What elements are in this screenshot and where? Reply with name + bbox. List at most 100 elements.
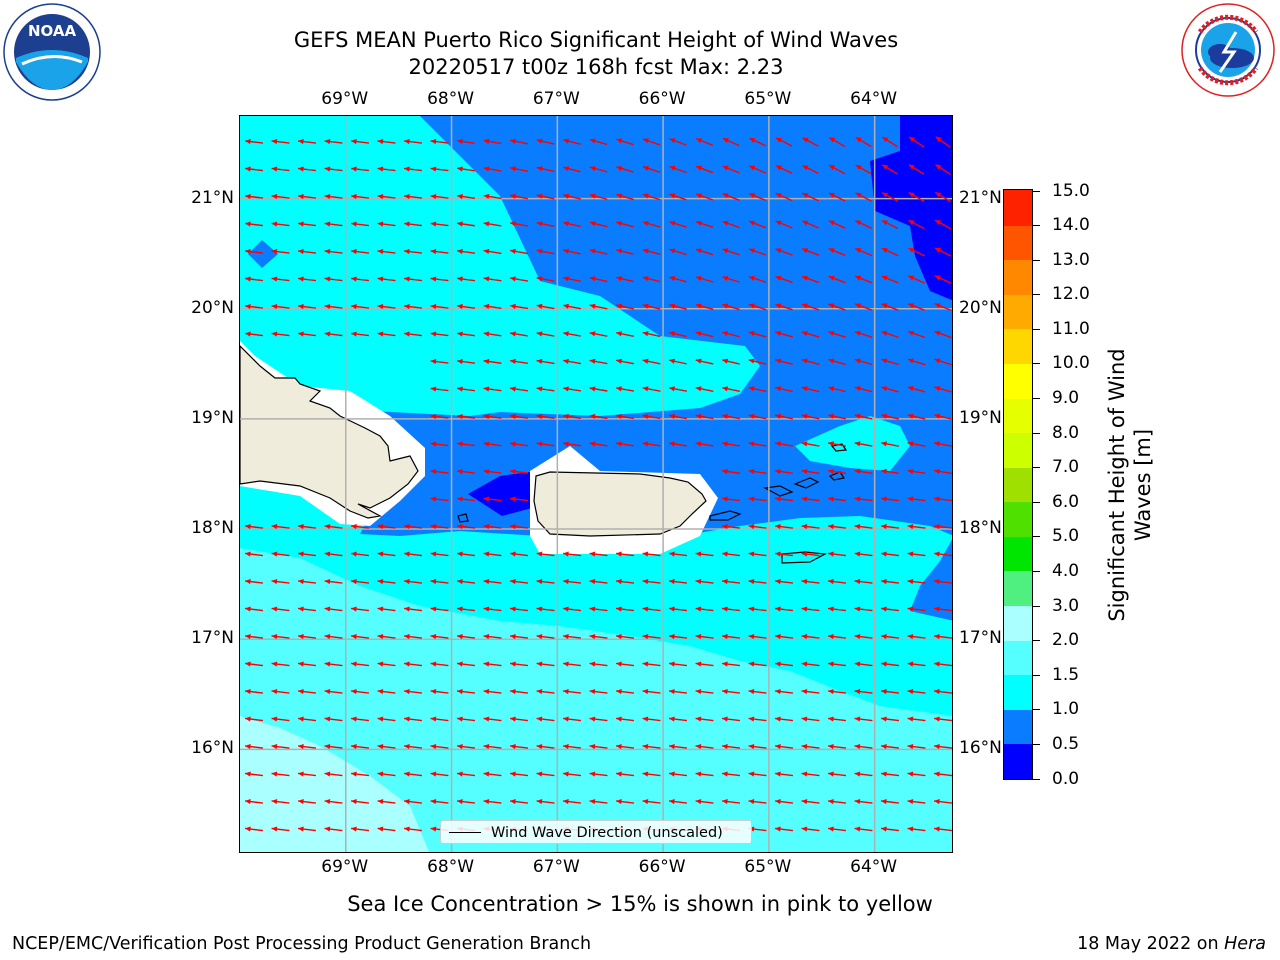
colorbar-tick xyxy=(1033,570,1040,572)
wind-arrow xyxy=(324,221,343,227)
colorbar-segment xyxy=(1004,328,1032,364)
colorbar-tick-label: 1.5 xyxy=(1052,664,1080,685)
colorbar-tick xyxy=(1033,432,1040,434)
colorbar-tick xyxy=(1033,294,1040,296)
lon-tick-bottom: 69°W xyxy=(321,857,369,877)
wind-arrow xyxy=(907,771,926,777)
wind-arrow xyxy=(668,441,688,447)
wind-arrow xyxy=(510,331,528,337)
generation-date-text: 18 May 2022 on xyxy=(1077,934,1225,954)
wind-arrow xyxy=(244,716,264,722)
wind-arrow xyxy=(881,386,899,393)
wind-arrow xyxy=(536,606,555,612)
wind-arrow xyxy=(456,166,476,172)
wind-arrow xyxy=(297,193,317,200)
wind-arrow xyxy=(642,138,661,146)
wind-arrow xyxy=(244,523,264,530)
wind-arrow xyxy=(430,358,449,365)
colorbar-tick-label: 1.0 xyxy=(1052,699,1080,720)
wind-arrow xyxy=(562,743,582,750)
wind-arrow xyxy=(935,136,951,148)
wind-arrow xyxy=(801,743,820,750)
wind-arrow xyxy=(854,496,873,502)
wind-arrow xyxy=(589,578,608,585)
colorbar-tick-label: 7.0 xyxy=(1052,457,1080,478)
wind-arrow xyxy=(563,248,581,255)
wind-arrow xyxy=(430,578,449,585)
wind-arrow xyxy=(377,606,396,612)
wind-arrow xyxy=(483,303,502,310)
wind-arrow xyxy=(297,248,317,255)
wind-arrow xyxy=(483,716,502,722)
contour-1.0-1.5-patch xyxy=(795,416,910,471)
colorbar-segment xyxy=(1004,190,1032,226)
wind-arrow xyxy=(774,468,794,475)
wind-arrow xyxy=(854,523,873,530)
wind-arrow xyxy=(907,441,926,447)
wind-arrow xyxy=(430,771,449,777)
wind-arrow xyxy=(244,798,264,805)
wind-arrow xyxy=(403,138,423,145)
colorbar-tick-label: 12.0 xyxy=(1052,284,1090,305)
wind-arrow xyxy=(483,496,502,502)
wind-arrow xyxy=(563,386,581,392)
wind-arrow xyxy=(854,551,873,557)
wind-arrow xyxy=(801,386,820,393)
wind-arrow xyxy=(403,606,423,612)
wind-arrow xyxy=(775,331,793,338)
wind-arrow xyxy=(536,578,555,585)
wind-arrow xyxy=(483,221,502,227)
wind-arrow xyxy=(854,247,873,257)
wind-arrow xyxy=(828,247,846,257)
wind-arrow xyxy=(774,633,794,640)
wind-arrow xyxy=(536,386,555,392)
wind-arrow xyxy=(271,743,290,750)
wind-arrow xyxy=(642,358,661,365)
legend-line-sample xyxy=(449,832,481,833)
wind-arrow xyxy=(774,798,794,805)
wind-arrow xyxy=(377,331,396,337)
wind-arrow xyxy=(562,771,582,777)
colorbar-tick xyxy=(1033,225,1040,227)
wind-arrow xyxy=(350,248,370,255)
wind-arrow xyxy=(880,523,900,530)
wind-arrow xyxy=(642,413,661,420)
wind-arrow xyxy=(377,221,396,227)
contour-0.5-1.0-east xyxy=(910,539,952,621)
wind-arrow xyxy=(456,798,476,805)
wind-arrow xyxy=(589,166,608,173)
wind-arrow xyxy=(721,743,741,750)
wind-arrow xyxy=(271,193,290,200)
wind-arrow xyxy=(907,358,926,366)
wind-arrow xyxy=(668,551,688,557)
wind-arrow xyxy=(589,413,608,420)
wind-arrow xyxy=(721,633,741,640)
wind-arrow xyxy=(456,633,476,640)
wind-arrow xyxy=(907,743,926,750)
wind-arrow xyxy=(642,303,661,310)
wind-arrow xyxy=(748,331,767,338)
wind-arrow xyxy=(456,688,476,695)
wind-arrow xyxy=(456,523,476,530)
wind-arrow xyxy=(483,551,502,557)
wind-arrow xyxy=(642,661,661,667)
wind-arrow xyxy=(430,661,449,667)
wind-arrow xyxy=(881,303,899,311)
wind-arrow xyxy=(881,192,899,202)
wind-arrow xyxy=(748,578,767,585)
wind-arrow xyxy=(483,166,502,172)
colorbar-segment xyxy=(1004,674,1032,710)
st-croix-island xyxy=(781,551,828,564)
wind-arrow xyxy=(271,826,290,832)
wind-arrow xyxy=(748,743,767,750)
wind-arrow xyxy=(271,606,290,612)
colorbar-segment xyxy=(1004,743,1032,779)
wind-arrow xyxy=(589,798,608,805)
wind-arrow xyxy=(536,221,555,227)
wind-arrow xyxy=(908,136,925,148)
wind-arrow xyxy=(350,661,370,667)
wind-arrow xyxy=(350,523,370,530)
wind-arrow xyxy=(589,661,608,667)
wind-arrow xyxy=(536,303,555,310)
wind-arrow xyxy=(483,661,502,667)
